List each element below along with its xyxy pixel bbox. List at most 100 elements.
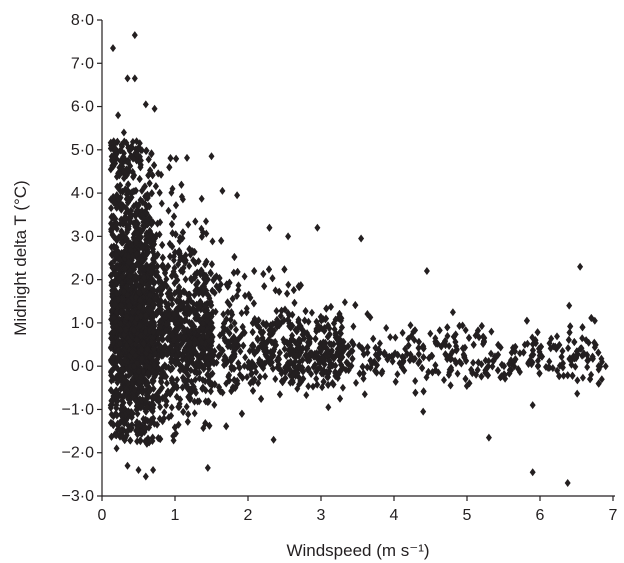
data-point [313, 349, 320, 358]
data-point [364, 310, 371, 318]
data-point [168, 403, 175, 412]
data-point [174, 375, 181, 384]
data-point [148, 230, 155, 239]
data-point [190, 382, 197, 391]
data-point [192, 259, 199, 267]
data-point [166, 289, 173, 298]
data-point [239, 323, 246, 331]
data-point [117, 186, 124, 195]
data-point [327, 302, 334, 311]
data-point [226, 300, 233, 309]
data-point [237, 347, 244, 356]
data-point [454, 369, 461, 378]
data-point [125, 198, 131, 207]
data-point [151, 161, 158, 170]
data-point [420, 344, 427, 353]
data-point [167, 252, 174, 261]
data-point [129, 308, 136, 317]
data-point [240, 341, 247, 350]
data-point [228, 322, 234, 331]
data-point [145, 423, 152, 432]
data-point [176, 402, 183, 411]
data-point [207, 320, 214, 328]
data-point [142, 396, 149, 404]
data-point [231, 376, 238, 384]
data-point [158, 199, 165, 208]
data-point [121, 167, 128, 176]
data-point [172, 248, 178, 257]
data-point [298, 364, 304, 373]
data-point [338, 323, 345, 332]
data-point [547, 344, 554, 353]
data-point [121, 213, 128, 222]
data-point [133, 279, 140, 288]
data-point [356, 369, 363, 378]
data-point [415, 344, 422, 352]
data-point [260, 270, 267, 278]
data-point [339, 383, 346, 392]
data-point [138, 354, 145, 363]
data-point [314, 380, 321, 389]
data-point [405, 334, 412, 343]
data-point [110, 338, 117, 347]
data-point [449, 308, 456, 317]
data-point [258, 339, 265, 348]
data-point [564, 371, 571, 380]
data-point [176, 349, 183, 358]
data-point [565, 344, 572, 353]
data-point [219, 329, 226, 337]
data-point [191, 397, 198, 406]
data-point [574, 389, 581, 398]
data-point [130, 326, 137, 335]
data-point [117, 200, 124, 209]
data-point [209, 237, 216, 246]
data-point [182, 275, 189, 284]
data-point [294, 340, 301, 349]
data-point [161, 408, 168, 417]
data-point [144, 281, 151, 290]
data-point [191, 409, 198, 418]
data-point [156, 317, 163, 326]
data-point [558, 352, 565, 361]
data-point [121, 356, 128, 364]
data-point [168, 376, 175, 385]
data-point [294, 369, 301, 378]
data-point [289, 310, 296, 319]
data-point [155, 273, 162, 282]
data-point [556, 372, 563, 381]
data-point [200, 286, 207, 295]
data-point [453, 346, 460, 355]
data-point [474, 326, 481, 335]
data-point [177, 395, 184, 404]
data-point [231, 253, 238, 261]
data-point [584, 363, 591, 372]
data-point [238, 409, 245, 418]
data-point [142, 315, 149, 324]
data-point [484, 371, 491, 380]
data-point [114, 137, 121, 146]
data-point [151, 240, 157, 249]
data-point [452, 356, 459, 365]
data-point [114, 182, 121, 191]
data-point [190, 248, 197, 256]
data-point [152, 182, 159, 191]
data-point [276, 390, 283, 399]
data-point [275, 360, 282, 369]
data-point [545, 363, 552, 372]
data-point [289, 378, 296, 387]
data-point [164, 335, 171, 343]
data-point [254, 335, 261, 344]
data-point [233, 325, 239, 334]
data-point [154, 262, 161, 271]
data-point [364, 363, 371, 372]
data-point [291, 363, 298, 372]
data-point [392, 377, 399, 386]
data-point [150, 414, 157, 423]
data-point [178, 192, 185, 201]
data-point [171, 423, 178, 432]
data-point [141, 183, 148, 192]
data-point [484, 363, 491, 372]
data-point [349, 347, 356, 355]
data-point [114, 419, 121, 428]
data-point [203, 257, 210, 266]
